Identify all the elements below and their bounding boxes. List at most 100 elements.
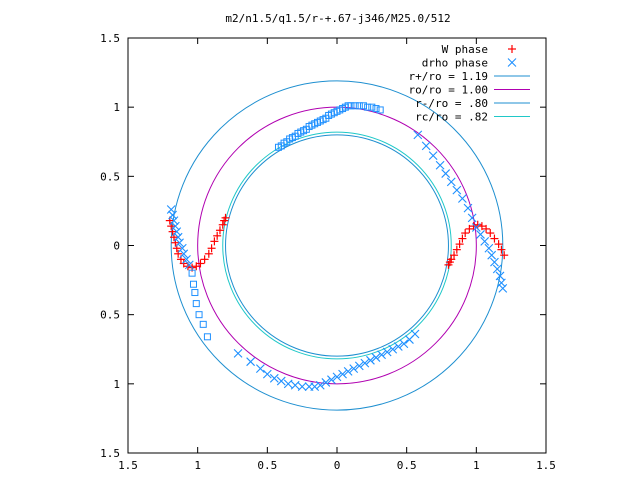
point-s1-21-b	[310, 382, 320, 391]
point-s2-3	[192, 300, 200, 308]
point-s1-44	[441, 169, 451, 178]
point-s1-33	[377, 350, 386, 360]
point-s1-24-b	[327, 375, 336, 385]
point-s1-48	[463, 203, 473, 213]
point-s1-13	[255, 364, 265, 374]
ytick-label-6: 1.5	[100, 447, 120, 460]
xtick-label-6: 1.5	[536, 459, 556, 472]
point-s1-4-b	[172, 227, 182, 237]
circle-0	[170, 80, 504, 411]
point-s1-51	[476, 230, 485, 239]
point-s1-41	[421, 141, 431, 151]
point-s1-32-b	[371, 353, 381, 362]
point-s1-40	[413, 130, 423, 140]
point-s1-44-b	[441, 169, 451, 178]
ytick-label-4: 0.5	[100, 309, 120, 322]
point-s0-6	[174, 249, 183, 258]
point-s1-33-b	[377, 350, 386, 360]
point-s1-58	[497, 278, 506, 288]
point-s1-39-b	[410, 329, 420, 339]
point-s1-37	[399, 339, 409, 349]
point-s1-51-b	[476, 230, 485, 239]
point-s1-19-b	[297, 382, 307, 391]
point-s1-17	[283, 379, 293, 389]
legend-marker-0	[508, 45, 516, 53]
point-s1-50-b	[471, 223, 481, 232]
point-s1-42	[428, 151, 438, 160]
point-s1-45	[446, 177, 456, 187]
point-s1-47-b	[458, 194, 467, 203]
point-s1-35-b	[388, 344, 398, 354]
point-s2-4	[195, 311, 203, 319]
point-s0-32	[473, 220, 482, 229]
point-s1-43	[435, 160, 445, 170]
point-s1-27-b	[343, 366, 353, 376]
point-s1-46	[452, 185, 462, 195]
point-s0-21	[221, 213, 230, 222]
point-s1-11	[233, 349, 243, 358]
point-s1-52-b	[480, 236, 490, 246]
point-s1-5-b	[173, 232, 183, 242]
point-s1-12	[246, 357, 256, 367]
point-s1-28-b	[349, 364, 359, 374]
point-s1-43-b	[435, 160, 445, 170]
point-s2-5	[199, 320, 207, 328]
point-s1-45-b	[446, 177, 456, 187]
point-s2-1	[189, 280, 197, 288]
point-s1-7	[177, 243, 187, 253]
point-s1-13-b	[255, 364, 265, 374]
point-s1-6	[175, 238, 184, 248]
point-s0-16	[210, 237, 219, 246]
point-s0-17	[213, 231, 222, 240]
reference-circles	[170, 80, 504, 411]
legend-label-4: r-/ro = .80	[415, 97, 488, 110]
point-s1-27	[343, 366, 353, 376]
point-s1-29	[354, 361, 364, 371]
point-s2-38	[368, 103, 376, 111]
point-s0-31	[469, 222, 478, 231]
point-s1-14	[262, 369, 272, 379]
legend-marker-1-b	[507, 58, 517, 67]
xtick-label-4: 0.5	[397, 459, 417, 472]
point-s1-15	[269, 373, 279, 383]
point-s1-54-b	[487, 250, 497, 260]
point-s0-38	[497, 245, 506, 254]
point-s1-25-b	[332, 372, 342, 382]
point-s1-15-b	[269, 373, 279, 383]
point-s2-0	[188, 269, 196, 277]
point-s1-41-b	[421, 141, 431, 151]
legend-label-3: ro/ro = 1.00	[409, 84, 488, 97]
point-s0-12	[196, 259, 205, 268]
point-s1-9-b	[182, 254, 191, 264]
xtick-label-5: 1	[473, 459, 480, 472]
point-s1-31	[366, 355, 375, 365]
point-s0-30	[465, 224, 474, 233]
point-s1-2	[169, 216, 179, 225]
point-s2-33	[347, 102, 355, 110]
point-s1-22	[315, 380, 325, 390]
point-s1-36	[393, 342, 403, 351]
point-s0-39	[500, 251, 509, 260]
xtick-label-0: 1.5	[118, 459, 138, 472]
legend-marker-1	[507, 58, 517, 67]
point-s1-7-b	[177, 243, 187, 253]
point-s1-37-b	[399, 339, 409, 349]
point-s1-57	[495, 271, 505, 281]
point-s1-39	[410, 329, 420, 339]
point-s1-49-b	[467, 213, 477, 223]
point-s0-27	[455, 240, 464, 249]
point-s1-0	[166, 205, 176, 214]
point-s1-59	[498, 283, 508, 293]
point-s0-33	[477, 222, 486, 231]
point-s1-58-b	[497, 278, 506, 288]
point-s2-2	[191, 289, 199, 297]
point-s1-53-b	[484, 243, 494, 253]
point-s2-6	[203, 333, 211, 341]
point-s1-34-b	[382, 347, 392, 357]
point-s2-34	[351, 102, 359, 110]
point-s0-37	[494, 240, 503, 249]
point-s0-28	[458, 234, 467, 243]
point-s1-53	[484, 243, 494, 253]
point-s1-5	[173, 232, 183, 242]
